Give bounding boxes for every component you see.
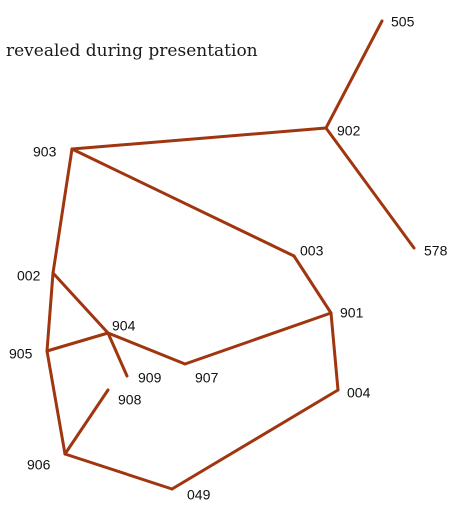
edge-906-049 <box>63 452 174 491</box>
edge-905-906 <box>45 349 67 456</box>
edge-002-905 <box>45 271 55 353</box>
edge-904-909 <box>106 331 129 378</box>
edge-002-904 <box>51 271 110 335</box>
edge-049-004 <box>170 388 340 491</box>
edge-003-901 <box>292 254 333 315</box>
edge-903-003 <box>70 147 296 258</box>
graph-node-labels: 505 902 903 578 003 002 901 904 905 909 907 004 908 9… <box>9 14 448 503</box>
node-label-004: 004 <box>347 385 371 401</box>
node-label-002: 002 <box>17 268 41 284</box>
node-label-907: 907 <box>195 370 219 386</box>
edge-905-904 <box>45 331 110 353</box>
node-label-902: 902 <box>337 123 361 139</box>
node-label-578: 578 <box>424 243 448 259</box>
edge-908-906 <box>63 388 110 456</box>
node-label-908: 908 <box>118 392 142 408</box>
edge-505-902 <box>324 19 384 130</box>
node-label-049: 049 <box>187 487 211 503</box>
node-label-904: 904 <box>112 318 136 334</box>
node-label-903: 903 <box>33 144 57 160</box>
graph-edges <box>45 19 416 491</box>
edge-902-578 <box>324 126 416 250</box>
node-label-003: 003 <box>300 243 324 259</box>
edge-903-902 <box>70 126 328 151</box>
node-label-906: 906 <box>27 457 51 473</box>
node-label-909: 909 <box>138 370 162 386</box>
edge-904-907 <box>106 331 187 366</box>
presentation-caption: revealed during presentation <box>6 41 258 61</box>
node-label-901: 901 <box>340 305 364 321</box>
edge-901-004 <box>329 311 340 392</box>
node-label-505: 505 <box>391 14 415 30</box>
node-label-905: 905 <box>9 346 33 362</box>
edge-903-002 <box>51 147 74 275</box>
edge-901-907 <box>183 311 333 366</box>
